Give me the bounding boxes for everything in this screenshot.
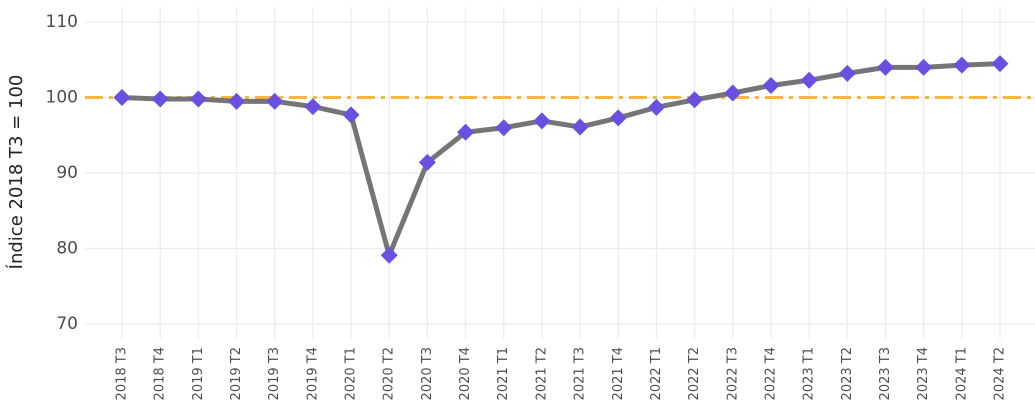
- x-tick-label: 2022 T1: [649, 347, 664, 400]
- x-tick-label: 2019 T2: [229, 347, 244, 400]
- data-point: [991, 55, 1009, 73]
- x-tick-label: 2023 T3: [878, 347, 893, 400]
- data-point: [189, 90, 207, 108]
- data-point: [304, 98, 322, 116]
- data-point: [762, 76, 780, 94]
- x-tick-label: 2020 T2: [382, 347, 397, 400]
- x-tick-label: 2021 T2: [534, 347, 549, 400]
- x-tick-label: 2019 T1: [191, 347, 206, 400]
- data-point: [151, 90, 169, 108]
- data-point: [228, 92, 246, 110]
- x-tick-label: 2019 T4: [305, 347, 320, 400]
- data-point: [647, 98, 665, 116]
- x-tick-label: 2020 T1: [344, 347, 359, 400]
- data-point: [571, 118, 589, 136]
- x-tick-label: 2022 T4: [763, 347, 778, 400]
- x-tick-label: 2024 T1: [954, 347, 969, 400]
- y-axis-label: Índice 2018 T3 = 100: [5, 75, 27, 270]
- x-tick-label: 2021 T3: [573, 347, 588, 400]
- y-tick-label: 90: [56, 163, 78, 183]
- data-point: [686, 91, 704, 109]
- x-tick-label: 2018 T4: [153, 347, 168, 400]
- data-point: [457, 123, 475, 141]
- data-point: [380, 246, 398, 264]
- x-tick-label: 2023 T2: [840, 347, 855, 400]
- y-tick-label: 110: [46, 12, 78, 32]
- series-line: [121, 61, 1001, 258]
- data-point: [495, 119, 513, 137]
- data-point: [724, 84, 742, 102]
- data-point: [533, 112, 551, 130]
- x-tick-label: 2021 T1: [496, 347, 511, 400]
- data-point: [838, 64, 856, 82]
- x-tick-label: 2023 T4: [916, 347, 931, 400]
- x-tick-label: 2020 T4: [458, 347, 473, 400]
- data-point: [266, 92, 284, 110]
- y-tick-label: 80: [56, 238, 78, 258]
- x-tick-label: 2019 T3: [267, 347, 282, 400]
- y-tick-label: 70: [56, 314, 78, 334]
- x-tick-label: 2022 T3: [725, 347, 740, 400]
- x-tick-label: 2023 T1: [802, 347, 817, 400]
- data-point: [113, 89, 131, 107]
- data-point: [800, 71, 818, 89]
- data-point: [915, 58, 933, 76]
- y-tick-label: 100: [46, 88, 78, 108]
- x-tick-label: 2024 T2: [993, 347, 1008, 400]
- data-point: [342, 106, 360, 124]
- data-point: [876, 58, 894, 76]
- x-tick-label: 2022 T2: [687, 347, 702, 400]
- x-tick-label: 2018 T3: [115, 347, 130, 400]
- x-tick-label: 2021 T4: [611, 347, 626, 400]
- x-tick-label: 2020 T3: [420, 347, 435, 400]
- data-point: [953, 56, 971, 74]
- data-point: [418, 153, 436, 171]
- data-point: [609, 109, 627, 127]
